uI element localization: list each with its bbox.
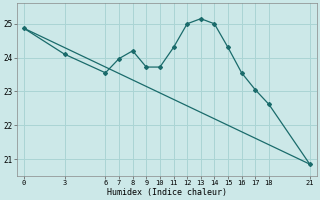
X-axis label: Humidex (Indice chaleur): Humidex (Indice chaleur) — [107, 188, 227, 197]
